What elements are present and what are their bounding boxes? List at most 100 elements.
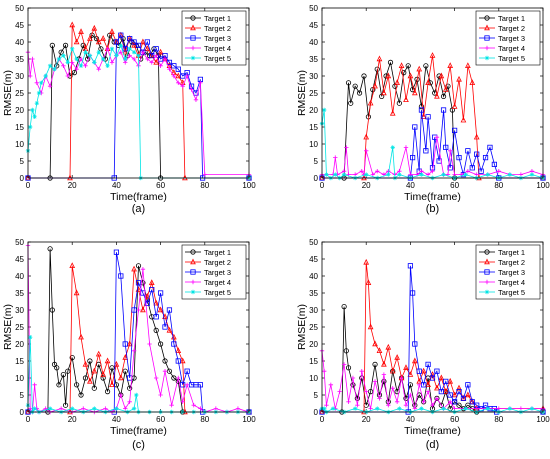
marker-star — [114, 406, 119, 411]
marker-square — [190, 269, 196, 275]
marker-square — [484, 35, 490, 41]
marker-square — [482, 154, 489, 161]
marker-plus — [350, 375, 356, 381]
marker-star — [529, 172, 535, 177]
marker-star — [105, 63, 110, 68]
legend-entry: Target 2 — [204, 258, 231, 267]
series-line — [322, 265, 543, 413]
marker-plus — [28, 406, 33, 411]
marker-star — [123, 56, 128, 62]
marker-triangle — [473, 133, 480, 140]
marker-plus — [74, 67, 79, 72]
marker-square — [429, 375, 436, 381]
marker-circle — [47, 246, 53, 252]
marker-star — [441, 172, 446, 177]
marker-plus — [131, 56, 137, 62]
marker-square — [118, 32, 124, 38]
marker-plus — [127, 53, 132, 58]
marker-square — [434, 368, 440, 374]
marker-circle — [438, 402, 444, 408]
marker-triangle — [451, 103, 458, 109]
marker-star — [61, 53, 66, 58]
marker-square — [180, 382, 186, 388]
marker-square — [113, 249, 119, 255]
marker-triangle — [91, 367, 98, 374]
marker-plus — [484, 279, 490, 285]
marker-triangle — [190, 258, 196, 265]
marker-plus — [34, 80, 40, 85]
x-tick-label: 40 — [112, 415, 121, 424]
marker-plus — [408, 392, 413, 398]
series-line — [322, 62, 543, 179]
marker-plus — [176, 375, 181, 381]
marker-triangle — [403, 96, 409, 102]
marker-triangle — [363, 133, 370, 140]
marker-triangle — [122, 48, 129, 55]
y-tick-label: 50 — [309, 238, 318, 247]
x-tick-label: 0 — [320, 181, 325, 190]
legend-entry: Target 1 — [204, 248, 231, 257]
panel-label: (d) — [426, 439, 439, 451]
marker-plus — [465, 169, 471, 174]
marker-triangle — [95, 38, 102, 45]
marker-triangle — [465, 391, 471, 398]
legend-entry: Target 1 — [498, 248, 525, 257]
marker-square — [171, 341, 177, 347]
marker-plus — [364, 389, 369, 394]
marker-circle — [56, 382, 62, 388]
legend-entry: Target 3 — [498, 34, 525, 43]
series-line — [322, 55, 543, 179]
y-tick-label: 20 — [15, 340, 24, 349]
marker-triangle — [367, 323, 374, 330]
y-axis-label: RMSE(m) — [2, 304, 14, 350]
marker-plus — [403, 403, 409, 408]
marker-star — [74, 56, 79, 62]
y-tick-label: 15 — [309, 357, 318, 366]
marker-star — [100, 56, 106, 62]
y-tick-label: 40 — [15, 38, 24, 47]
marker-circle — [127, 385, 133, 391]
y-tick-label: 20 — [309, 340, 318, 349]
y-tick-label: 15 — [309, 123, 318, 132]
marker-triangle — [78, 333, 84, 340]
marker-triangle — [179, 357, 186, 364]
marker-star — [419, 406, 424, 411]
marker-plus — [412, 406, 418, 411]
marker-plus — [341, 362, 347, 367]
x-tick-label: 40 — [406, 415, 415, 424]
marker-triangle — [87, 377, 93, 384]
marker-triangle — [73, 289, 80, 296]
marker-triangle — [109, 28, 115, 34]
marker-triangle — [403, 364, 409, 371]
marker-square — [421, 382, 427, 388]
marker-star — [87, 53, 93, 58]
y-tick-label: 20 — [15, 106, 24, 115]
marker-triangle — [442, 86, 449, 92]
marker-star — [419, 172, 424, 177]
marker-square — [135, 42, 142, 49]
legend-entry: Target 5 — [204, 54, 231, 63]
marker-plus — [145, 56, 150, 62]
marker-square — [484, 269, 490, 275]
marker-circle — [62, 402, 69, 408]
marker-plus — [158, 63, 163, 68]
y-tick-label: 40 — [309, 272, 318, 281]
marker-plus — [355, 403, 360, 408]
marker-star — [333, 172, 338, 177]
marker-square — [144, 300, 150, 306]
marker-plus — [368, 406, 373, 411]
marker-star — [131, 50, 137, 55]
series-line — [28, 265, 249, 413]
marker-square — [465, 382, 471, 388]
marker-circle — [381, 378, 387, 384]
series — [25, 262, 252, 415]
marker-plus — [372, 379, 378, 384]
marker-square — [118, 273, 124, 279]
marker-star — [190, 289, 196, 295]
marker-square — [113, 39, 119, 45]
marker-plus — [359, 369, 364, 374]
marker-triangle — [166, 326, 173, 333]
marker-triangle — [416, 65, 423, 72]
legend-entry: Target 2 — [498, 24, 525, 33]
marker-square — [122, 341, 128, 347]
